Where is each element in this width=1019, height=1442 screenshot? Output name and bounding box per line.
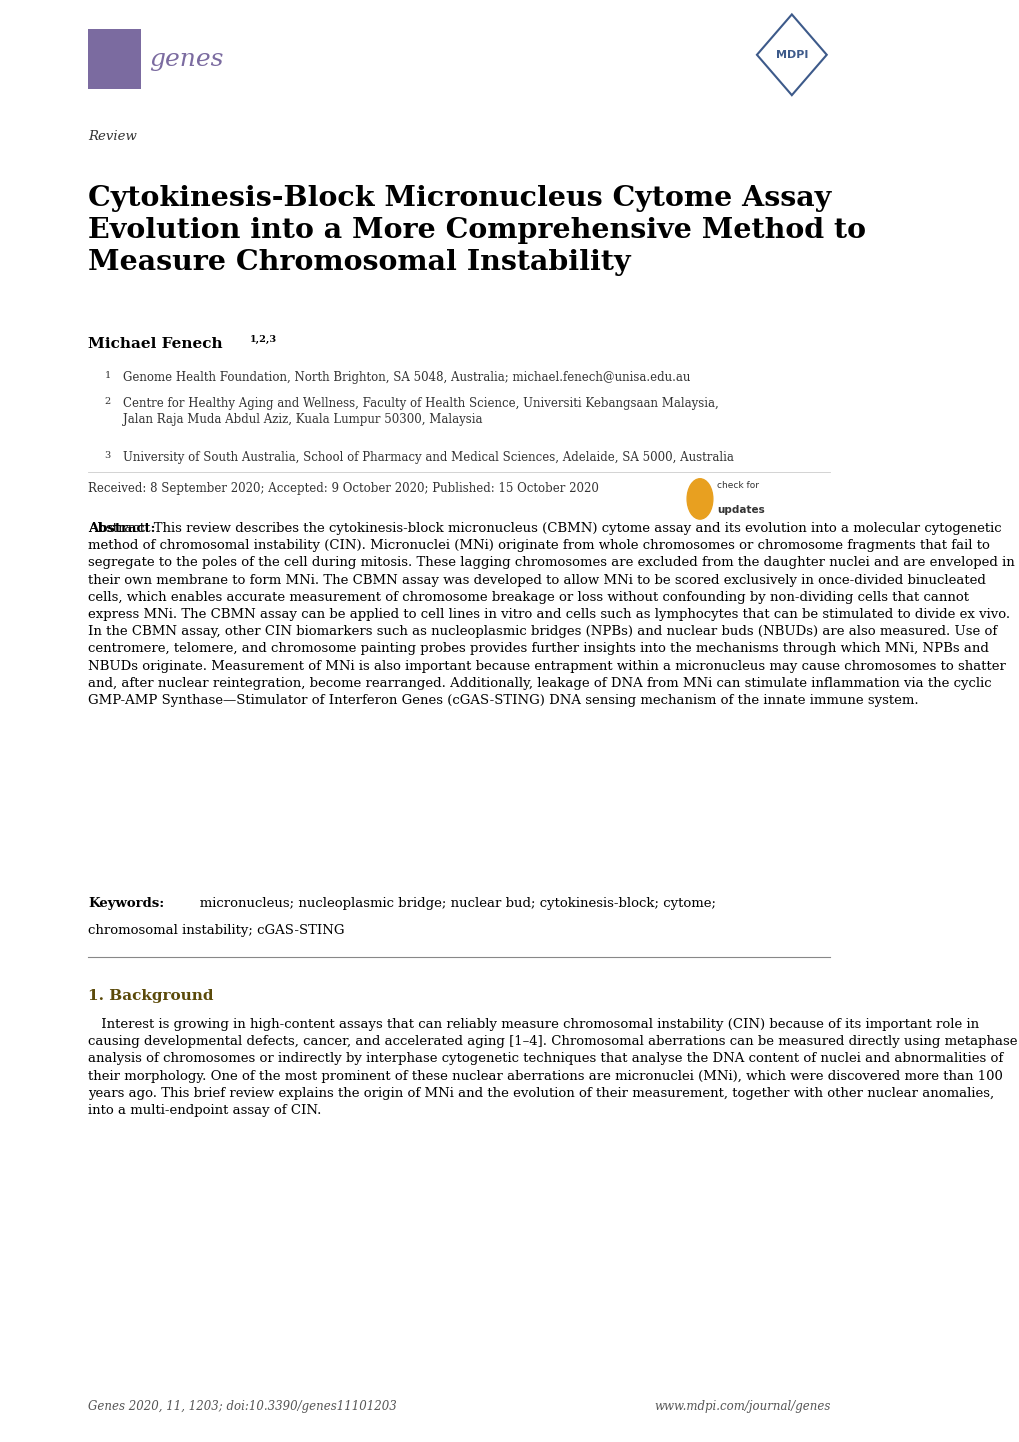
Text: micronucleus; nucleoplasmic bridge; nuclear bud; cytokinesis-block; cytome;: micronucleus; nucleoplasmic bridge; nucl… <box>187 897 715 910</box>
Text: 1,2,3: 1,2,3 <box>250 335 277 343</box>
Text: Abstract: This review describes the cytokinesis-block micronucleus (CBMN) cytome: Abstract: This review describes the cyto… <box>88 522 1014 707</box>
Text: Received: 8 September 2020; Accepted: 9 October 2020; Published: 15 October 2020: Received: 8 September 2020; Accepted: 9 … <box>88 482 598 495</box>
Text: check for: check for <box>716 482 759 490</box>
Text: Centre for Healthy Aging and Wellness, Faculty of Health Science, Universiti Keb: Centre for Healthy Aging and Wellness, F… <box>123 397 718 425</box>
Text: Genome Health Foundation, North Brighton, SA 5048, Australia; michael.fenech@uni: Genome Health Foundation, North Brighton… <box>123 371 690 384</box>
Text: ✓: ✓ <box>694 492 704 506</box>
Text: Keywords:: Keywords: <box>88 897 164 910</box>
Text: Interest is growing in high-content assays that can reliably measure chromosomal: Interest is growing in high-content assa… <box>88 1018 1017 1118</box>
Text: University of South Australia, School of Pharmacy and Medical Sciences, Adelaide: University of South Australia, School of… <box>123 451 734 464</box>
Text: 1: 1 <box>105 371 111 379</box>
Circle shape <box>687 479 712 519</box>
Text: Michael Fenech: Michael Fenech <box>88 337 222 352</box>
Text: Genes 2020, 11, 1203; doi:10.3390/genes11101203: Genes 2020, 11, 1203; doi:10.3390/genes1… <box>88 1400 396 1413</box>
Text: TACG: TACG <box>92 56 103 61</box>
FancyBboxPatch shape <box>88 29 142 89</box>
Text: chromosomal instability; cGAS-STING: chromosomal instability; cGAS-STING <box>88 924 344 937</box>
Text: 1. Background: 1. Background <box>88 989 213 1004</box>
Text: GCAT: GCAT <box>92 40 103 45</box>
Text: Review: Review <box>88 130 137 143</box>
Text: MDPI: MDPI <box>774 50 807 59</box>
Text: GCAT: GCAT <box>92 75 103 79</box>
Text: Cytokinesis-Block Micronucleus Cytome Assay
Evolution into a More Comprehensive : Cytokinesis-Block Micronucleus Cytome As… <box>88 185 865 275</box>
Text: 3: 3 <box>105 451 111 460</box>
Text: www.mdpi.com/journal/genes: www.mdpi.com/journal/genes <box>653 1400 829 1413</box>
Text: 2: 2 <box>105 397 111 405</box>
Text: updates: updates <box>716 505 764 515</box>
Text: genes: genes <box>149 48 223 71</box>
Text: Abstract:: Abstract: <box>88 522 156 535</box>
